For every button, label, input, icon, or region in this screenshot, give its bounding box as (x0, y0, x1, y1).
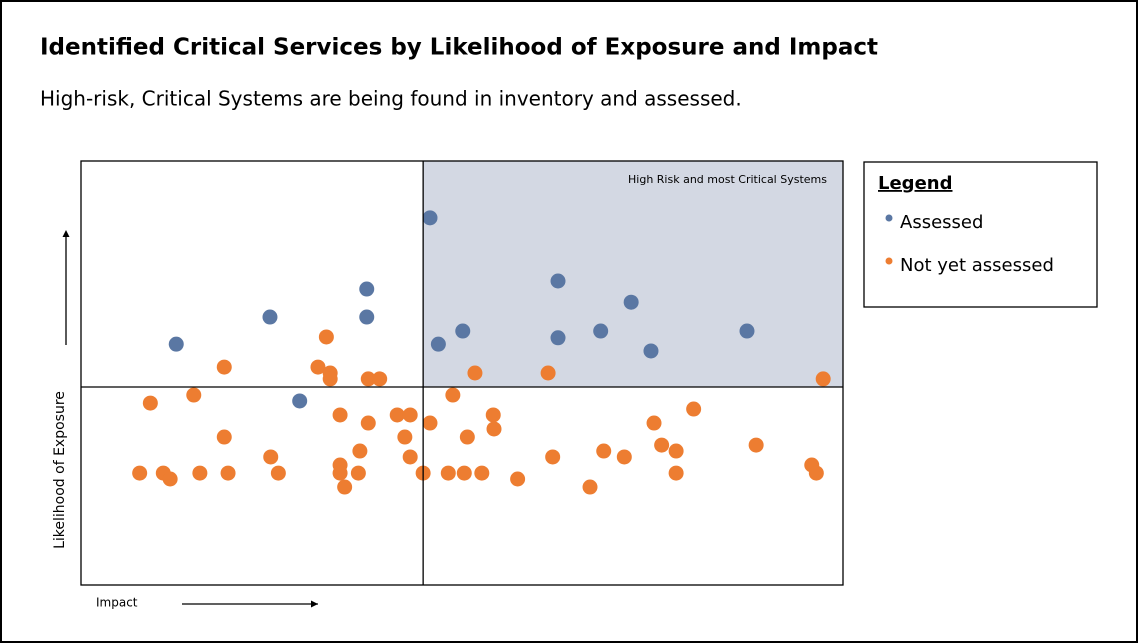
point (467, 365, 483, 381)
point (359, 309, 375, 325)
point (186, 387, 202, 403)
point (739, 323, 755, 339)
chart-title: Identified Critical Services by Likeliho… (40, 35, 878, 61)
point (474, 465, 490, 481)
point (808, 465, 824, 481)
point (430, 336, 446, 352)
point (646, 415, 662, 431)
point (402, 407, 418, 423)
point (445, 387, 461, 403)
point (485, 407, 501, 423)
point (582, 479, 598, 495)
point (510, 471, 526, 487)
point (332, 465, 348, 481)
legend-items: Assessed Not yet assessed (885, 212, 1054, 276)
legend-label: Not yet assessed (900, 255, 1054, 276)
point (402, 449, 418, 465)
point (216, 359, 232, 375)
point (359, 281, 375, 297)
point (668, 443, 684, 459)
chart-subtitle: High-risk, Critical Systems are being fo… (40, 87, 742, 111)
point (455, 323, 471, 339)
point (322, 371, 338, 387)
legend-title: Legend (878, 173, 952, 194)
point (360, 415, 376, 431)
point (350, 465, 366, 481)
point (397, 429, 413, 445)
point (360, 371, 376, 387)
point (815, 371, 831, 387)
point (216, 429, 232, 445)
point (456, 465, 472, 481)
point (132, 465, 148, 481)
point (422, 415, 438, 431)
point (596, 443, 612, 459)
high-risk-region (423, 161, 843, 387)
point (643, 343, 659, 359)
x-axis-label: Impact (96, 596, 138, 610)
point (352, 443, 368, 459)
point (389, 407, 405, 423)
point (668, 465, 684, 481)
point (422, 210, 438, 226)
point (332, 407, 348, 423)
legend-label: Assessed (900, 212, 983, 233)
point (310, 359, 326, 375)
point (263, 449, 279, 465)
point (486, 421, 502, 437)
point (192, 465, 208, 481)
point (372, 371, 388, 387)
y-axis-label: Likelihood of Exposure (52, 391, 68, 549)
point (550, 273, 566, 289)
point (220, 465, 236, 481)
point (270, 465, 286, 481)
point (616, 449, 632, 465)
point (654, 437, 670, 453)
point (142, 395, 158, 411)
point (337, 479, 353, 495)
point (440, 465, 456, 481)
point (748, 437, 764, 453)
point (292, 393, 308, 409)
annotation: High Risk and most Critical Systems (628, 173, 827, 186)
y-arrowhead (62, 230, 70, 237)
point (318, 329, 334, 345)
point (686, 401, 702, 417)
legend-marker (885, 257, 893, 265)
point (593, 323, 609, 339)
point (623, 294, 639, 310)
legend-marker (885, 214, 893, 222)
point (545, 449, 561, 465)
legend (863, 161, 1098, 308)
x-arrowhead (311, 600, 318, 608)
point (459, 429, 475, 445)
point (168, 336, 184, 352)
point (550, 330, 566, 346)
plot-area: High Risk and most Critical Systems (80, 160, 844, 586)
point (162, 471, 178, 487)
point (262, 309, 278, 325)
plot-border (80, 160, 844, 586)
point (540, 365, 556, 381)
